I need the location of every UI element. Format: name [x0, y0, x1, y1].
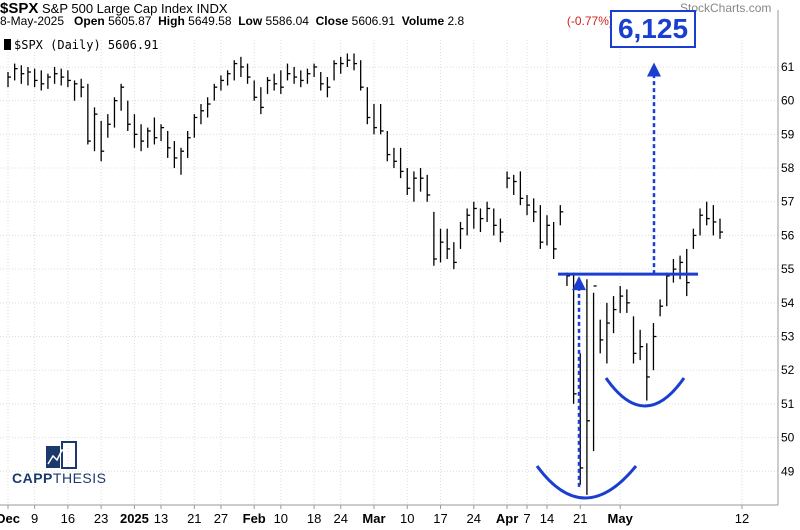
open-value: 5605.87	[108, 14, 152, 28]
x-tick-label: May	[608, 511, 634, 526]
up-arrow-icon	[572, 276, 586, 291]
y-tick-label: 60	[781, 94, 795, 108]
y-tick-label: 57	[781, 195, 795, 209]
volume-label: Volume	[401, 14, 445, 28]
high-label: High	[158, 14, 185, 28]
y-tick-label: 55	[781, 262, 795, 276]
volume-value: 2.8	[447, 14, 465, 28]
x-tick-label: 12	[735, 511, 749, 526]
header-title: $SPX S&P 500 Large Cap Index INDX	[0, 0, 800, 18]
x-axis: Dec 9 16 23 2025 13 21 27 Feb 10 18 24 Mar 10 17 24 Apr 7…	[0, 504, 778, 526]
x-tick-label: 27	[214, 511, 228, 526]
y-axis-panel	[778, 10, 800, 505]
bottom-arc-left	[535, 465, 638, 500]
chart-logo-icon	[46, 441, 77, 469]
x-tick-label: 18	[307, 511, 321, 526]
quote-date: 8-May-2025	[0, 14, 65, 28]
x-tick-label: Mar	[362, 511, 385, 526]
x-tick-label: Feb	[243, 511, 266, 526]
x-tick-label: 21	[187, 511, 201, 526]
x-tick-label: 10	[274, 511, 288, 526]
x-tick-label: 2025	[120, 511, 149, 526]
x-tick-label: 24	[333, 511, 347, 526]
capp-thesis-logo: CAPPTHESIS	[10, 440, 110, 490]
exchange: INDX	[196, 1, 228, 16]
header-quote: 8-May-2025 Open 5605.87 High 5649.58 Low…	[0, 14, 800, 36]
high-value: 5649.58	[188, 14, 232, 28]
x-tick-label: Apr	[496, 511, 518, 526]
annotations	[535, 62, 698, 500]
x-tick-label: 16	[61, 511, 75, 526]
close-value: 5606.91	[351, 14, 396, 28]
x-tick-label: 23	[94, 511, 108, 526]
target-label: 6,125	[610, 10, 696, 48]
logo-thin: THESIS	[52, 470, 107, 486]
index-name: S&P 500 Large Cap Index	[41, 1, 193, 16]
legend-swatch	[4, 39, 11, 50]
change-value: (-0.77%)	[566, 14, 613, 28]
watermark: StockCharts.com	[680, 1, 772, 15]
y-tick-label: 51	[781, 397, 795, 411]
bottom-arc-right	[604, 377, 686, 408]
y-tick-label: 58	[781, 161, 795, 175]
y-tick-label: 59	[781, 127, 795, 141]
x-tick-label: 7	[523, 511, 530, 526]
close-label: Close	[315, 14, 349, 28]
x-tick-label: 21	[573, 511, 587, 526]
open-label: Open	[74, 14, 105, 28]
x-tick-label: 14	[540, 511, 554, 526]
x-tick-label: 24	[467, 511, 481, 526]
price-bars	[7, 53, 723, 495]
y-tick-label: 61	[781, 60, 795, 74]
y-tick-label: 49	[781, 464, 795, 478]
legend: $SPX (Daily) 5606.91	[4, 38, 159, 52]
x-tick-label: 17	[433, 511, 447, 526]
low-value: 5586.04	[265, 14, 309, 28]
grid	[0, 40, 778, 505]
y-tick-label: 53	[781, 330, 795, 344]
y-tick-label: 52	[781, 363, 795, 377]
logo-bold: CAPP	[12, 470, 53, 486]
low-label: Low	[238, 14, 263, 28]
x-tick-label: 9	[31, 511, 38, 526]
legend-text: $SPX (Daily) 5606.91	[14, 38, 159, 52]
x-tick-label: 10	[400, 511, 414, 526]
y-tick-label: 56	[781, 228, 795, 242]
symbol: $SPX	[0, 0, 39, 17]
y-tick-label: 50	[781, 431, 795, 445]
up-arrow-icon	[647, 62, 661, 77]
y-axis: 49 50 51 52 53 54 55 56 57 58 59 60 61	[777, 10, 800, 505]
y-tick-label: 54	[781, 296, 795, 310]
x-tick-label: Dec	[0, 511, 20, 526]
x-tick-label: 13	[154, 511, 168, 526]
